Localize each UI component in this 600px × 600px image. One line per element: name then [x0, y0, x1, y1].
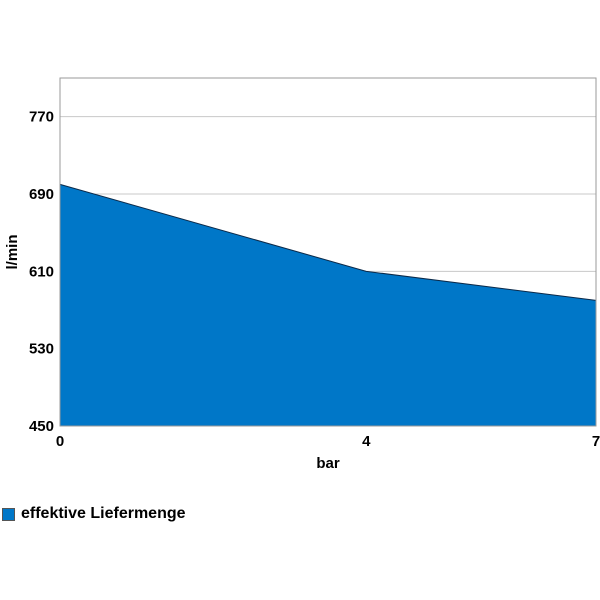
x-tick-label: 7	[592, 433, 600, 450]
y-tick-label: 770	[29, 109, 54, 126]
x-axis-ticks: 0 4 7	[56, 433, 600, 450]
y-tick-label: 450	[29, 418, 54, 435]
plot-frame	[59, 77, 597, 427]
legend-swatch	[2, 507, 15, 521]
x-axis-label: bar	[316, 455, 340, 472]
y-axis-ticks: 450 530 610 690 770	[29, 109, 54, 435]
series-area-effektive-liefermenge	[59, 183, 597, 427]
x-tick-label: 0	[56, 433, 64, 450]
y-tick-label: 610	[29, 263, 54, 280]
y-tick-label: 530	[29, 341, 54, 358]
legend-label: effektive Liefermenge	[21, 505, 186, 522]
x-tick-label: 4	[362, 433, 371, 450]
y-tick-label: 690	[29, 186, 54, 203]
legend: effektive Liefermenge	[2, 505, 186, 523]
y-axis-label: l/min	[4, 234, 21, 269]
